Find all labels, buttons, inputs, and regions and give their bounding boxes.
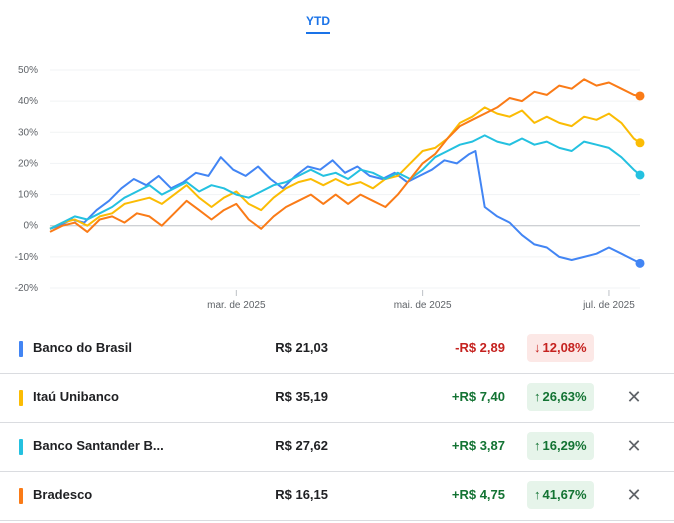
y-tick-label: 20% [18, 158, 38, 169]
y-tick-label: 40% [18, 96, 38, 107]
stock-change-percent: ↑ 26,63% [527, 383, 594, 411]
stock-row[interactable]: Itaú Unibanco R$ 35,19 +R$ 7,40 ↑ 26,63% … [0, 374, 674, 423]
series-line [49, 150, 641, 265]
chart-series [49, 78, 645, 268]
y-tick-label: 10% [18, 190, 38, 201]
arrow-up-icon: ↑ [534, 389, 541, 404]
series-color-swatch [19, 439, 23, 455]
stock-row[interactable]: Banco Santander B... R$ 27,62 +R$ 3,87 ↑… [0, 423, 674, 472]
series-end-marker [635, 138, 645, 148]
x-tick-label: mai. de 2025 [394, 300, 452, 311]
tab-ytd[interactable]: YTD [306, 14, 330, 34]
percent-value: 16,29% [542, 438, 587, 453]
stock-name: Banco do Brasil [33, 340, 132, 355]
stock-change: +R$ 7,40 [451, 389, 505, 404]
percent-value: 41,67% [542, 487, 587, 502]
arrow-up-icon: ↑ [534, 438, 541, 453]
stock-name: Banco Santander B... [33, 438, 164, 453]
series-color-swatch [19, 341, 23, 357]
chart-grid [50, 69, 640, 289]
stock-change-percent: ↓ 12,08% [527, 334, 594, 362]
series-end-marker [635, 258, 645, 268]
price-chart: 50%40%30%20%10%0%-10%-20% mar. de 2025 ma… [15, 65, 645, 311]
stock-row[interactable]: Banco do Brasil R$ 21,03 -R$ 2,89 ↓ 12,08… [0, 325, 674, 374]
y-tick-label: 0% [24, 221, 39, 232]
stock-change-percent: ↑ 41,67% [527, 481, 594, 509]
arrow-down-icon: ↓ [534, 340, 541, 355]
stock-change: +R$ 4,75 [451, 487, 505, 502]
y-tick-label: -10% [15, 252, 38, 263]
series-line [49, 134, 641, 230]
stock-name: Bradesco [33, 487, 93, 502]
y-tick-label: 50% [18, 65, 38, 76]
stock-row[interactable]: Bradesco R$ 16,15 +R$ 4,75 ↑ 41,67% ✕ [0, 472, 674, 521]
y-tick-label: -20% [15, 283, 38, 294]
stock-change-percent: ↑ 16,29% [527, 432, 594, 460]
x-axis-ticks: mar. de 2025 mai. de 2025 jul. de 2025 [207, 290, 635, 311]
stock-name: Itaú Unibanco [33, 389, 119, 404]
y-axis-ticks: 50% 40% 30% 20% 10% 0% -10% -20% [15, 65, 38, 294]
close-icon[interactable]: ✕ [626, 485, 642, 505]
stock-price: R$ 27,62 [275, 438, 328, 453]
series-color-swatch [19, 390, 23, 406]
stock-list: Banco do Brasil R$ 21,03 -R$ 2,89 ↓ 12,08… [0, 325, 674, 521]
series-line [49, 78, 641, 233]
series-line [49, 106, 641, 230]
stock-change: -R$ 2,89 [455, 340, 505, 355]
y-tick-label: 30% [18, 127, 38, 138]
percent-value: 26,63% [542, 389, 587, 404]
series-end-marker [635, 170, 645, 180]
stock-change: +R$ 3,87 [451, 438, 505, 453]
close-icon[interactable]: ✕ [626, 387, 642, 407]
stock-price: R$ 35,19 [275, 389, 328, 404]
period-tab-bar: YTD [0, 0, 674, 40]
series-color-swatch [19, 488, 23, 504]
x-tick-label: jul. de 2025 [582, 300, 635, 311]
close-icon[interactable]: ✕ [626, 436, 642, 456]
series-end-marker [635, 91, 645, 101]
stock-price: R$ 16,15 [275, 487, 328, 502]
percent-value: 12,08% [542, 340, 587, 355]
x-tick-label: mar. de 2025 [207, 300, 266, 311]
arrow-up-icon: ↑ [534, 487, 541, 502]
stock-price: R$ 21,03 [275, 340, 328, 355]
